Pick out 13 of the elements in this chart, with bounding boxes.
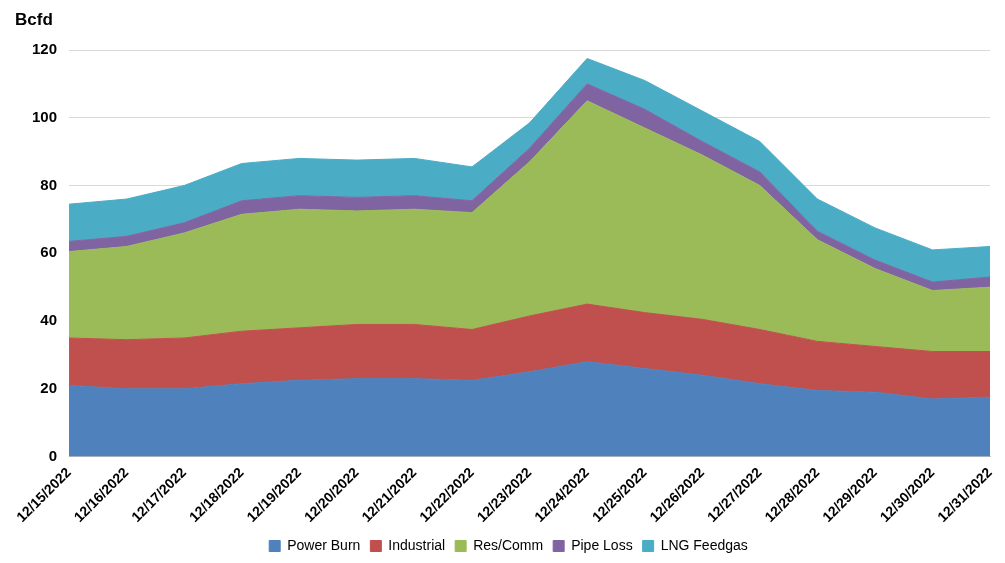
y-tick-label: 40 bbox=[40, 311, 58, 329]
y-tick-label: 120 bbox=[32, 40, 58, 58]
y-tick-label: 20 bbox=[40, 378, 58, 396]
legend-label: Res/Comm bbox=[473, 536, 544, 553]
y-axis-title: Bcfd bbox=[15, 10, 53, 30]
y-tick-label: 60 bbox=[40, 243, 58, 261]
legend-label: LNG Feedgas bbox=[660, 536, 748, 553]
legend-label: Power Burn bbox=[287, 536, 361, 553]
legend-label: Pipe Loss bbox=[571, 536, 633, 553]
y-tick-label: 100 bbox=[32, 107, 58, 125]
y-tick-label: 80 bbox=[40, 175, 58, 193]
legend-label: Industrial bbox=[388, 536, 446, 553]
y-tick-label: 0 bbox=[48, 446, 58, 464]
